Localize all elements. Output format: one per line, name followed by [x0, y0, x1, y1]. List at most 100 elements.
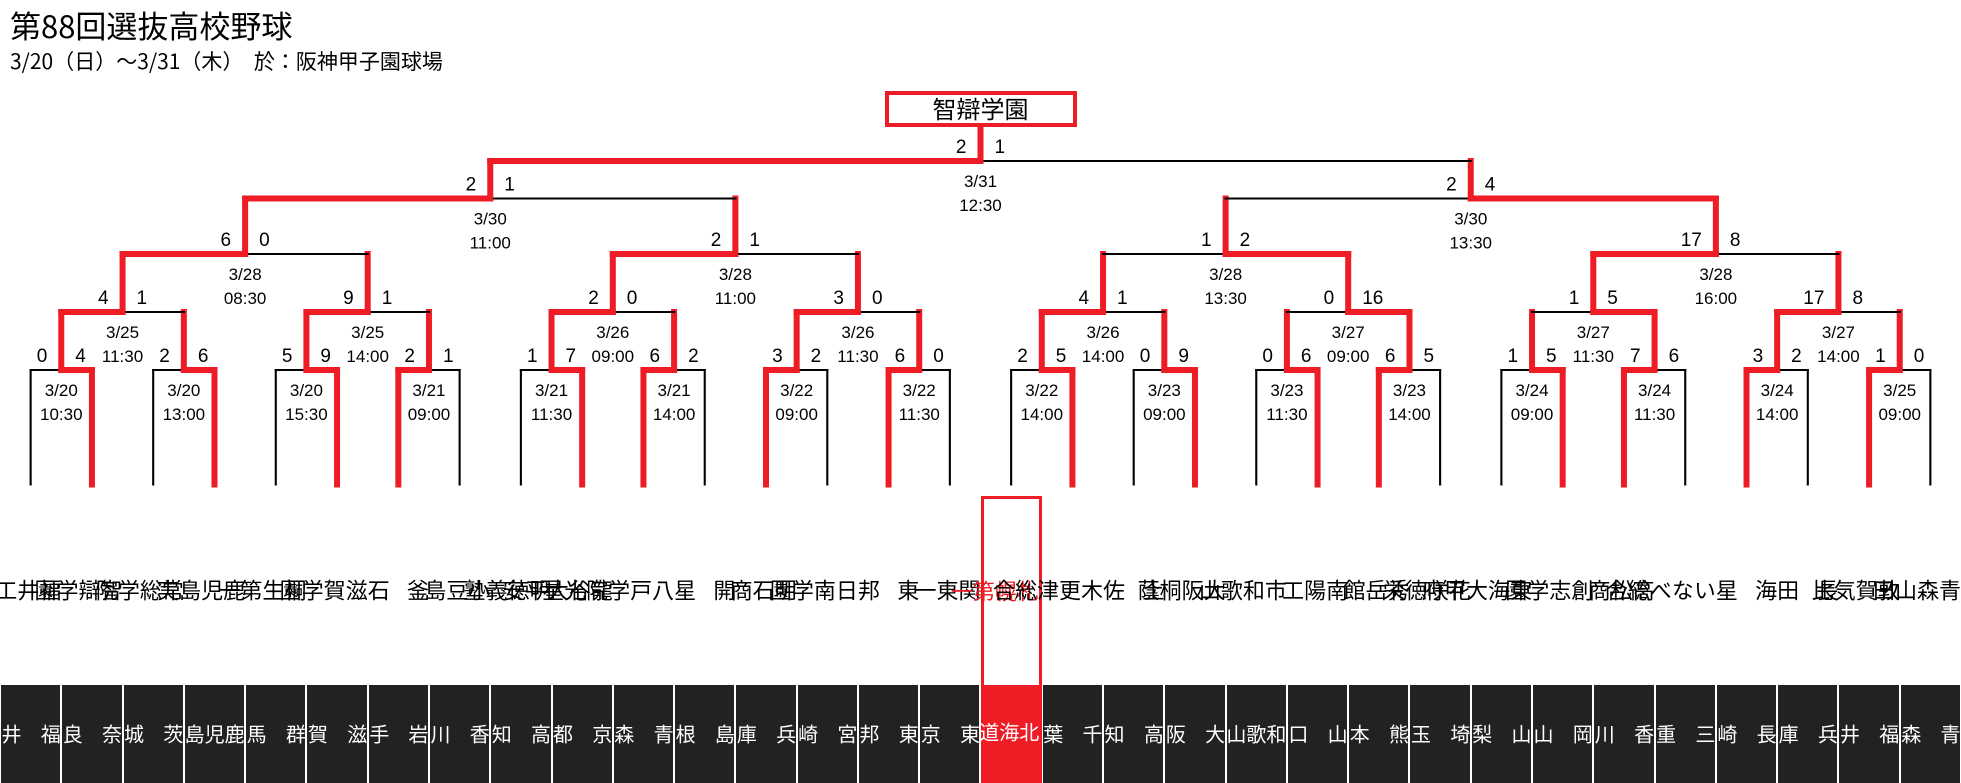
svg-text:3/21: 3/21 — [412, 381, 445, 400]
svg-text:6: 6 — [1385, 346, 1396, 367]
svg-text:1: 1 — [749, 230, 760, 251]
svg-text:3/26: 3/26 — [1087, 323, 1120, 342]
svg-text:3/23: 3/23 — [1270, 381, 1303, 400]
svg-text:8: 8 — [1730, 230, 1741, 251]
svg-text:11:30: 11:30 — [1634, 405, 1675, 424]
svg-text:3: 3 — [772, 346, 783, 367]
svg-text:3/30: 3/30 — [474, 210, 507, 229]
svg-text:1: 1 — [382, 288, 393, 309]
svg-text:13:30: 13:30 — [1204, 289, 1247, 308]
svg-text:2: 2 — [466, 175, 477, 196]
svg-text:08:30: 08:30 — [224, 289, 267, 308]
svg-text:13:00: 13:00 — [163, 405, 206, 424]
svg-text:3/21: 3/21 — [658, 381, 691, 400]
svg-text:2: 2 — [711, 230, 722, 251]
svg-text:3/28: 3/28 — [1699, 265, 1732, 284]
svg-text:14:00: 14:00 — [1021, 405, 1064, 424]
svg-text:14:00: 14:00 — [1082, 347, 1125, 366]
svg-text:16:00: 16:00 — [1695, 289, 1738, 308]
svg-text:1: 1 — [1875, 346, 1886, 367]
svg-text:2: 2 — [588, 288, 599, 309]
svg-text:5: 5 — [1056, 346, 1067, 367]
svg-text:3/24: 3/24 — [1638, 381, 1671, 400]
svg-text:15:30: 15:30 — [285, 405, 328, 424]
svg-text:5: 5 — [1607, 288, 1618, 309]
svg-text:0: 0 — [1140, 346, 1151, 367]
svg-text:1: 1 — [1117, 288, 1128, 309]
svg-text:3/26: 3/26 — [841, 323, 874, 342]
svg-text:0: 0 — [872, 288, 883, 309]
svg-text:9: 9 — [343, 288, 354, 309]
svg-text:0: 0 — [259, 230, 270, 251]
svg-text:09:00: 09:00 — [1511, 405, 1554, 424]
svg-text:2: 2 — [811, 346, 822, 367]
svg-text:1: 1 — [137, 288, 148, 309]
svg-text:3/20: 3/20 — [45, 381, 78, 400]
svg-text:0: 0 — [1324, 288, 1335, 309]
svg-text:3/30: 3/30 — [1454, 210, 1487, 229]
svg-text:9: 9 — [320, 346, 331, 367]
svg-text:1: 1 — [443, 346, 454, 367]
svg-text:17: 17 — [1803, 288, 1824, 309]
svg-text:3/22: 3/22 — [1025, 381, 1058, 400]
svg-text:16: 16 — [1362, 288, 1383, 309]
svg-text:14:00: 14:00 — [1756, 405, 1799, 424]
svg-text:3/22: 3/22 — [903, 381, 936, 400]
svg-text:2: 2 — [1017, 346, 1028, 367]
svg-text:11:00: 11:00 — [715, 289, 756, 308]
svg-text:5: 5 — [1423, 346, 1434, 367]
svg-text:7: 7 — [1630, 346, 1641, 367]
svg-text:5: 5 — [1546, 346, 1557, 367]
svg-text:09:00: 09:00 — [775, 405, 818, 424]
svg-text:14:00: 14:00 — [1817, 347, 1860, 366]
svg-text:4: 4 — [1078, 288, 1089, 309]
svg-text:3/25: 3/25 — [1883, 381, 1916, 400]
svg-text:3/25: 3/25 — [106, 323, 139, 342]
svg-text:6: 6 — [895, 346, 906, 367]
svg-text:3/24: 3/24 — [1515, 381, 1548, 400]
svg-text:11:30: 11:30 — [1573, 347, 1614, 366]
svg-text:3/24: 3/24 — [1761, 381, 1794, 400]
svg-text:1: 1 — [995, 137, 1006, 158]
svg-text:3/28: 3/28 — [1209, 265, 1242, 284]
svg-text:14:00: 14:00 — [346, 347, 389, 366]
svg-text:6: 6 — [198, 346, 209, 367]
svg-text:10:30: 10:30 — [40, 405, 83, 424]
svg-text:11:30: 11:30 — [837, 347, 878, 366]
svg-text:0: 0 — [37, 346, 48, 367]
svg-text:11:30: 11:30 — [531, 405, 572, 424]
svg-text:3/31: 3/31 — [964, 172, 997, 191]
svg-text:3/28: 3/28 — [229, 265, 262, 284]
svg-text:3/22: 3/22 — [780, 381, 813, 400]
svg-text:2: 2 — [159, 346, 170, 367]
svg-text:09:00: 09:00 — [1143, 405, 1186, 424]
svg-text:7: 7 — [566, 346, 577, 367]
svg-text:3: 3 — [1753, 346, 1764, 367]
svg-text:3/26: 3/26 — [596, 323, 629, 342]
svg-text:3/28: 3/28 — [719, 265, 752, 284]
svg-text:3: 3 — [833, 288, 844, 309]
svg-text:2: 2 — [1791, 346, 1802, 367]
svg-text:09:00: 09:00 — [408, 405, 451, 424]
svg-text:2: 2 — [688, 346, 699, 367]
svg-text:6: 6 — [1669, 346, 1680, 367]
svg-text:3/23: 3/23 — [1393, 381, 1426, 400]
svg-text:0: 0 — [1262, 346, 1273, 367]
svg-text:12:30: 12:30 — [959, 196, 1002, 215]
svg-text:3/20: 3/20 — [167, 381, 200, 400]
svg-text:4: 4 — [1485, 175, 1496, 196]
svg-text:3/25: 3/25 — [351, 323, 384, 342]
svg-text:3/23: 3/23 — [1148, 381, 1181, 400]
svg-text:13:30: 13:30 — [1449, 234, 1492, 253]
svg-text:6: 6 — [650, 346, 661, 367]
svg-text:0: 0 — [627, 288, 638, 309]
svg-text:3/21: 3/21 — [535, 381, 568, 400]
svg-text:2: 2 — [1446, 175, 1457, 196]
svg-text:11:00: 11:00 — [470, 234, 511, 253]
svg-text:1: 1 — [1569, 288, 1580, 309]
svg-text:9: 9 — [1178, 346, 1189, 367]
svg-text:17: 17 — [1681, 230, 1702, 251]
svg-text:3/27: 3/27 — [1577, 323, 1610, 342]
svg-text:09:00: 09:00 — [1327, 347, 1370, 366]
svg-text:1: 1 — [1507, 346, 1518, 367]
